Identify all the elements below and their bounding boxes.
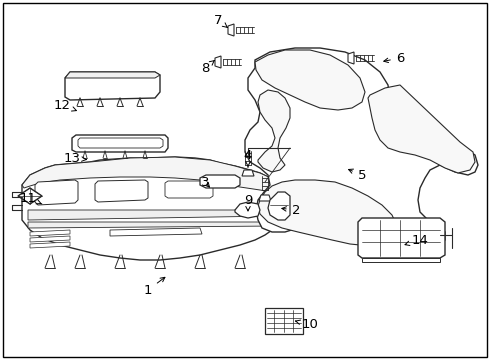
Polygon shape: [18, 188, 42, 204]
Text: 14: 14: [405, 234, 428, 247]
Polygon shape: [30, 236, 70, 242]
Polygon shape: [242, 170, 254, 176]
Polygon shape: [215, 56, 221, 68]
Polygon shape: [200, 175, 240, 188]
Polygon shape: [245, 48, 478, 248]
Polygon shape: [30, 242, 70, 248]
Polygon shape: [22, 157, 278, 192]
Polygon shape: [258, 90, 290, 172]
Text: 2: 2: [282, 203, 300, 216]
Text: 9: 9: [244, 194, 252, 211]
Polygon shape: [358, 218, 445, 258]
Polygon shape: [30, 230, 70, 236]
Text: 5: 5: [348, 168, 366, 181]
Polygon shape: [110, 228, 202, 236]
Polygon shape: [72, 135, 168, 152]
Polygon shape: [348, 52, 354, 64]
Polygon shape: [78, 138, 163, 148]
Polygon shape: [65, 72, 160, 100]
Polygon shape: [28, 210, 276, 220]
Polygon shape: [65, 72, 160, 78]
Text: 7: 7: [214, 14, 227, 27]
Polygon shape: [95, 180, 148, 202]
Polygon shape: [35, 180, 78, 205]
Text: 13: 13: [64, 152, 86, 165]
Text: 12: 12: [53, 99, 76, 112]
Polygon shape: [265, 308, 303, 334]
Text: 1: 1: [144, 277, 165, 297]
Text: 11: 11: [20, 192, 42, 204]
Text: 3: 3: [201, 176, 209, 189]
Polygon shape: [258, 180, 398, 246]
Polygon shape: [228, 24, 234, 36]
Text: 6: 6: [384, 51, 404, 64]
Polygon shape: [259, 195, 271, 201]
Polygon shape: [268, 192, 290, 220]
Polygon shape: [255, 50, 365, 110]
Text: 4: 4: [244, 149, 252, 167]
Polygon shape: [28, 222, 276, 228]
Text: 10: 10: [295, 319, 318, 332]
Polygon shape: [362, 258, 440, 262]
Polygon shape: [165, 181, 213, 198]
Polygon shape: [22, 157, 280, 260]
Polygon shape: [235, 202, 260, 218]
Text: 8: 8: [201, 60, 214, 75]
Polygon shape: [368, 85, 475, 173]
